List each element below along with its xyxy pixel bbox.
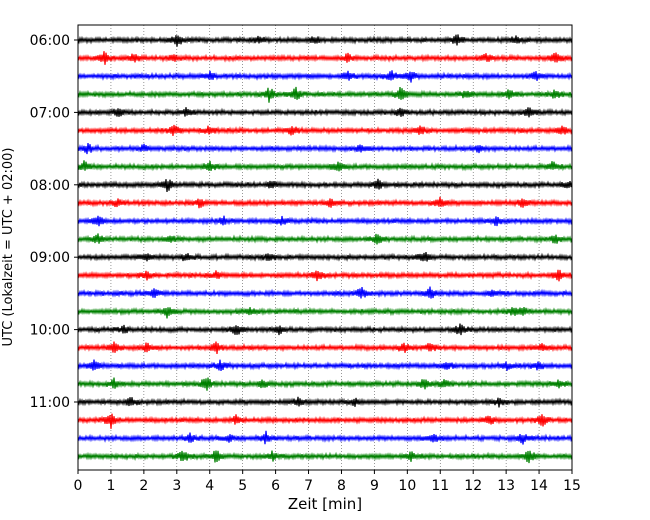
trace-0915 bbox=[77, 269, 573, 282]
y-tick-label: 07:00 bbox=[30, 105, 70, 121]
trace-0600 bbox=[77, 34, 573, 47]
x-tick-label: 14 bbox=[530, 478, 548, 494]
x-tick-label: 10 bbox=[398, 478, 416, 494]
vertical-grid bbox=[110, 25, 540, 470]
y-tick-label: 10:00 bbox=[30, 323, 70, 339]
trace-1115 bbox=[77, 413, 573, 429]
trace-0930 bbox=[77, 286, 573, 299]
x-tick-label: 3 bbox=[172, 478, 181, 494]
trace-0615 bbox=[77, 51, 573, 65]
x-tick-label: 4 bbox=[205, 478, 214, 494]
trace-0815 bbox=[77, 196, 573, 209]
x-tick-label: 11 bbox=[431, 478, 449, 494]
x-tick-label: 9 bbox=[370, 478, 379, 494]
trace-1145 bbox=[77, 450, 573, 464]
trace-1045 bbox=[77, 377, 573, 391]
x-tick-label: 12 bbox=[464, 478, 482, 494]
x-tick-label: 1 bbox=[106, 478, 115, 494]
y-axis-ticks: 06:00 07:00 08:00 09:00 10:00 11:00 bbox=[30, 33, 78, 411]
x-tick-label: 15 bbox=[563, 478, 581, 494]
y-tick-label: 09:00 bbox=[30, 250, 70, 266]
x-tick-label: 13 bbox=[497, 478, 515, 494]
trace-1100 bbox=[77, 396, 573, 408]
trace-1030 bbox=[77, 359, 573, 371]
trace-1000 bbox=[77, 323, 573, 336]
trace-1130 bbox=[77, 430, 573, 445]
trace-0715 bbox=[77, 124, 573, 136]
trace-0700 bbox=[77, 107, 573, 118]
y-tick-label: 06:00 bbox=[30, 33, 70, 49]
x-tick-label: 8 bbox=[337, 478, 346, 494]
trace-0645 bbox=[77, 86, 573, 103]
y-axis-label: UTC (Lokalzeit = UTC + 02:00) bbox=[1, 148, 16, 347]
trace-0800 bbox=[77, 178, 573, 192]
x-axis-label: Zeit [min] bbox=[288, 495, 362, 513]
trace-0845 bbox=[77, 233, 573, 245]
x-tick-label: 5 bbox=[238, 478, 247, 494]
trace-0830 bbox=[77, 215, 573, 227]
trace-0630 bbox=[77, 70, 573, 83]
y-tick-label: 11:00 bbox=[30, 395, 70, 411]
trace-0945 bbox=[77, 306, 573, 319]
trace-0730 bbox=[77, 142, 573, 155]
x-tick-label: 6 bbox=[271, 478, 280, 494]
plot-frame bbox=[77, 24, 573, 471]
plot-background bbox=[78, 25, 572, 470]
x-tick-label: 2 bbox=[139, 478, 148, 494]
seismic-traces bbox=[77, 34, 573, 464]
y-tick-label: 08:00 bbox=[30, 178, 70, 194]
trace-0745 bbox=[77, 160, 573, 172]
trace-0900 bbox=[77, 251, 573, 262]
x-axis-ticks: 0 1 2 3 4 5 6 7 8 9 10 11 12 13 14 15 bbox=[74, 470, 581, 494]
trace-1015 bbox=[77, 341, 573, 354]
x-tick-label: 0 bbox=[74, 478, 83, 494]
x-tick-label: 7 bbox=[304, 478, 313, 494]
